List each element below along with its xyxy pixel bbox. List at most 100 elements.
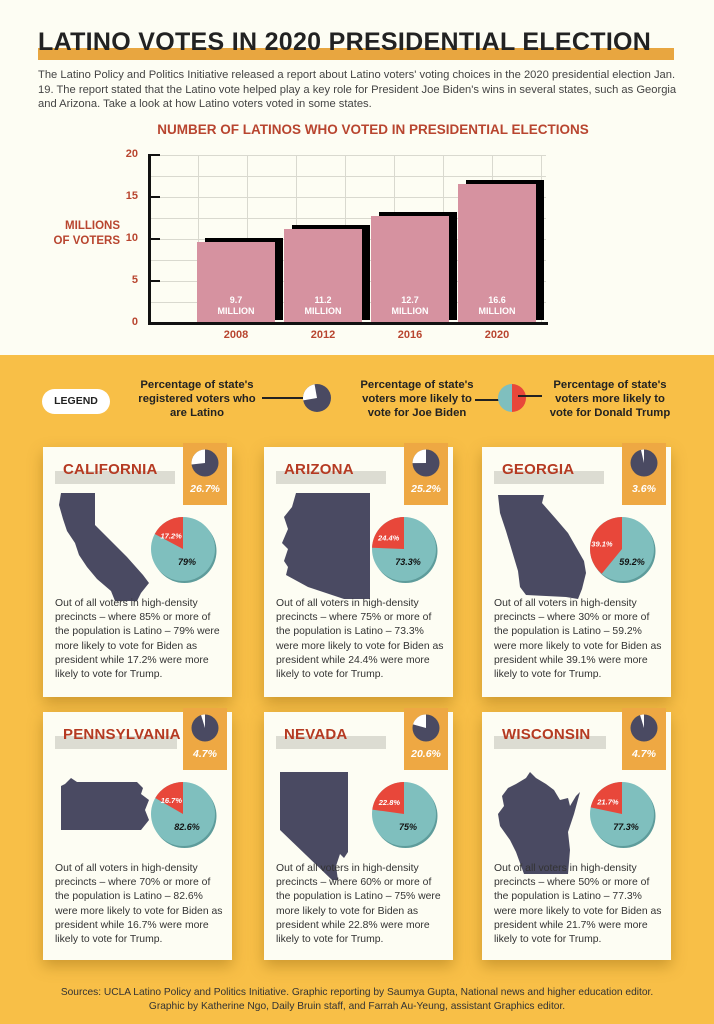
latino-share-box: 4.7%: [622, 708, 666, 770]
legend-connector: [475, 399, 505, 401]
y-tick-mark: [150, 154, 160, 156]
y-tick-mark: [150, 196, 160, 198]
bar-value-label: 11.2 MILLION: [284, 295, 362, 317]
page-title: LATINO VOTES IN 2020 PRESIDENTIAL ELECTI…: [38, 28, 652, 56]
biden-pct-label: 75%: [399, 822, 417, 832]
legend-connector: [518, 395, 542, 397]
biden-pct-label: 77.3%: [613, 822, 639, 832]
state-description: Out of all voters in high-density precin…: [55, 863, 223, 946]
state-name: PENNSYLVANIA: [63, 726, 181, 743]
gridline-horizontal: [150, 218, 546, 219]
state-name: ARIZONA: [284, 461, 354, 478]
state-card-arizona: ARIZONA 25.2% 24.4% 73.3% Out of all vot…: [264, 443, 453, 697]
legend-label: LEGEND: [42, 389, 110, 414]
x-tick-label: 2008: [223, 329, 249, 341]
biden-pct-label: 59.2%: [619, 557, 645, 567]
state-name-highlight: [494, 471, 604, 484]
y-tick-mark: [150, 238, 160, 240]
bar-unit: MILLION: [217, 305, 255, 316]
pennsylvania-map-icon: [61, 778, 149, 830]
biden-pct-label: 79%: [178, 557, 196, 567]
footer-graphic-credit: Graphic by Katherine Ngo, Daily Bruin st…: [148, 1001, 566, 1012]
state-card-pennsylvania: PENNSYLVANIA 4.7% 16.7% 82.6% Out of all…: [43, 708, 232, 960]
state-name: NEVADA: [284, 726, 348, 743]
bar-value: 16.6: [488, 294, 506, 305]
bar-2008: 9.7 MILLION: [197, 241, 275, 323]
state-name-highlight: [276, 471, 386, 484]
bar-value: 11.2: [314, 294, 332, 305]
y-tick-label: 10: [125, 232, 138, 244]
footer-sources: Sources: UCLA Latino Policy and Politics…: [60, 987, 654, 998]
latino-share-pie-icon: [630, 714, 658, 742]
legend-connector: [262, 397, 306, 399]
legend-biden-text: Percentage of state's voters more likely…: [360, 379, 474, 419]
y-axis-label-line2: OF VOTERS: [53, 235, 120, 247]
latino-share-pie-icon: [630, 449, 658, 477]
state-card-georgia: GEORGIA 3.6% 39.1% 59.2% Out of all vote…: [482, 443, 671, 697]
y-tick-label: 20: [125, 148, 138, 160]
nevada-map-icon: [280, 772, 348, 880]
bar-chart: MILLIONS OF VOTERS 0 5 10 15 20 9.7 MILLION 11…: [0, 0, 714, 355]
gridline-horizontal: [150, 155, 546, 156]
state-name-highlight: [494, 736, 606, 749]
latino-share-box: 26.7%: [183, 443, 227, 505]
latino-share-box: 20.6%: [404, 708, 448, 770]
latino-share-box: 4.7%: [183, 708, 227, 770]
legend-latino-pie-icon: [303, 384, 331, 412]
state-name: WISCONSIN: [502, 726, 591, 743]
bar-value-label: 12.7 MILLION: [371, 295, 449, 317]
state-card-wisconsin: WISCONSIN 4.7% 21.7% 77.3% Out of all vo…: [482, 708, 671, 960]
y-axis-label: MILLIONS OF VOTERS: [48, 219, 120, 249]
latino-share-pie-icon: [191, 714, 219, 742]
state-name-highlight: [55, 471, 175, 484]
x-tick-label: 2016: [397, 329, 423, 341]
x-axis: [148, 322, 548, 325]
latino-share-pct: 25.2%: [411, 483, 441, 495]
bar-2012: 11.2 MILLION: [284, 228, 362, 323]
vote-share-pie-icon: 17.2% 79%: [151, 517, 217, 583]
bar-2016: 12.7 MILLION: [371, 216, 449, 323]
vote-share-pie-icon: 22.8% 75%: [372, 782, 438, 848]
bar-value-label: 16.6 MILLION: [458, 295, 536, 317]
vote-share-pie-icon: 24.4% 73.3%: [372, 517, 438, 583]
state-description: Out of all voters in high-density precin…: [494, 598, 662, 681]
title-block: LATINO VOTES IN 2020 PRESIDENTIAL ELECTI…: [38, 28, 674, 60]
bar-2020: 16.6 MILLION: [458, 183, 536, 323]
legend-vote-pie-icon: [498, 384, 526, 412]
latino-share-pct: 26.7%: [190, 483, 220, 495]
x-tick-label: 2012: [310, 329, 336, 341]
state-name-highlight: [55, 736, 177, 749]
bar-value-label: 9.7 MILLION: [197, 295, 275, 317]
intro-paragraph: The Latino Policy and Politics Initiativ…: [38, 69, 677, 110]
state-description: Out of all voters in high-density precin…: [276, 863, 441, 946]
legend-trump-text: Percentage of state's voters more likely…: [549, 379, 671, 419]
state-description: Out of all voters in high-density precin…: [55, 598, 220, 681]
state-card-nevada: NEVADA 20.6% 22.8% 75% Out of all voters…: [264, 708, 453, 960]
trump-pct-label: 39.1%: [591, 540, 613, 549]
latino-share-pie-icon: [412, 714, 440, 742]
state-description: Out of all voters in high-density precin…: [494, 863, 662, 946]
vote-share-pie-icon: 21.7% 77.3%: [590, 782, 656, 848]
vote-share-pie-icon: 39.1% 59.2%: [590, 517, 656, 583]
california-map-icon: [59, 493, 149, 601]
bar-unit: MILLION: [478, 305, 516, 316]
latino-share-pie-icon: [191, 449, 219, 477]
y-tick-label: 5: [131, 274, 138, 286]
y-tick-mark: [150, 280, 160, 282]
trump-pct-label: 21.7%: [596, 798, 619, 807]
gridline-horizontal: [150, 176, 546, 177]
latino-share-pct: 4.7%: [193, 748, 217, 760]
y-axis: [148, 154, 151, 325]
top-section: LATINO VOTES IN 2020 PRESIDENTIAL ELECTI…: [0, 0, 714, 355]
y-axis-label-line1: MILLIONS: [65, 220, 120, 232]
state-name-highlight: [276, 736, 386, 749]
state-name: GEORGIA: [502, 461, 575, 478]
title-highlight: [38, 48, 674, 60]
legend-registered-text: Percentage of state's registered voters …: [138, 379, 256, 419]
state-description: Out of all voters in high-density precin…: [276, 598, 444, 681]
footer-credits: Sources: UCLA Latino Policy and Politics…: [0, 986, 714, 1014]
latino-share-pct: 20.6%: [411, 748, 441, 760]
latino-share-pct: 4.7%: [632, 748, 656, 760]
state-name: CALIFORNIA: [63, 461, 158, 478]
chart-title: NUMBER OF LATINOS WHO VOTED IN PRESIDENT…: [157, 122, 589, 137]
